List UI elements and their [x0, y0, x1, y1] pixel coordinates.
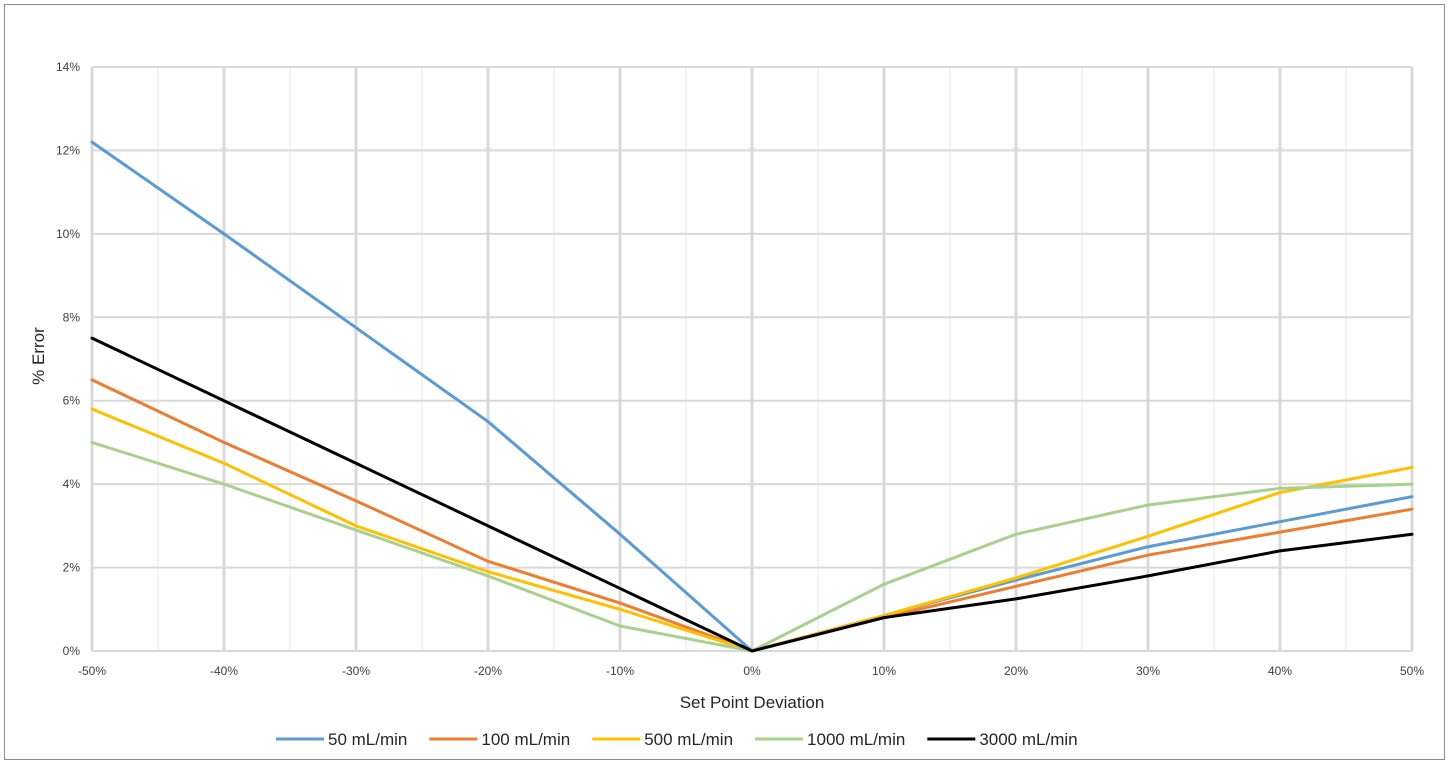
chart-frame [4, 4, 1445, 760]
y-tick-label: 14% [56, 60, 80, 74]
major-gridlines [90, 66, 1414, 652]
x-tick-label: -10% [606, 664, 634, 678]
x-tick-label: 40% [1268, 664, 1292, 678]
legend-item-100-ml-min: 100 mL/min [429, 730, 570, 749]
y-tick-label: 6% [63, 394, 81, 408]
y-tick-label: 4% [63, 477, 81, 491]
y-tick-label: 10% [56, 227, 80, 241]
legend-label: 50 mL/min [328, 730, 407, 749]
series-line-3000-ml-min [90, 336, 1414, 653]
x-tick-label: -50% [78, 664, 106, 678]
minor-gridlines [157, 67, 1347, 651]
legend-label: 100 mL/min [481, 730, 570, 749]
y-tick-label: 2% [63, 561, 81, 575]
legend-item-500-ml-min: 500 mL/min [592, 730, 733, 749]
legend-label: 500 mL/min [644, 730, 733, 749]
y-tick-label: 12% [56, 143, 80, 157]
x-tick-label: 50% [1400, 664, 1424, 678]
legend-label: 3000 mL/min [979, 730, 1077, 749]
legend-item-50-ml-min: 50 mL/min [276, 730, 407, 749]
y-tick-label: 8% [63, 310, 81, 324]
y-tick-label: 0% [63, 644, 81, 658]
series-lines [90, 140, 1414, 653]
legend-item-3000-ml-min: 3000 mL/min [927, 730, 1078, 749]
x-tick-label: 20% [1004, 664, 1028, 678]
legend-label: 1000 mL/min [807, 730, 905, 749]
x-tick-label: -40% [210, 664, 238, 678]
x-tick-label: -20% [474, 664, 502, 678]
x-tick-label: 10% [872, 664, 896, 678]
x-tick-label: 30% [1136, 664, 1160, 678]
x-axis-title: Set Point Deviation [680, 693, 825, 712]
y-axis-tick-labels: 0% 2% 4% 6% 8% 10% 12% 14% [56, 60, 80, 658]
x-tick-label: 0% [743, 664, 761, 678]
legend-item-1000-ml-min: 1000 mL/min [755, 730, 905, 749]
y-axis-title: % Error [29, 327, 48, 385]
legend: 50 mL/min 100 mL/min 500 mL/min 1000 mL/min… [276, 730, 1078, 749]
x-axis-tick-labels: -50% -40% -30% -20% -10% 0% 10% 20% 30% 40% 50% [78, 664, 1424, 678]
x-tick-label: -30% [342, 664, 370, 678]
